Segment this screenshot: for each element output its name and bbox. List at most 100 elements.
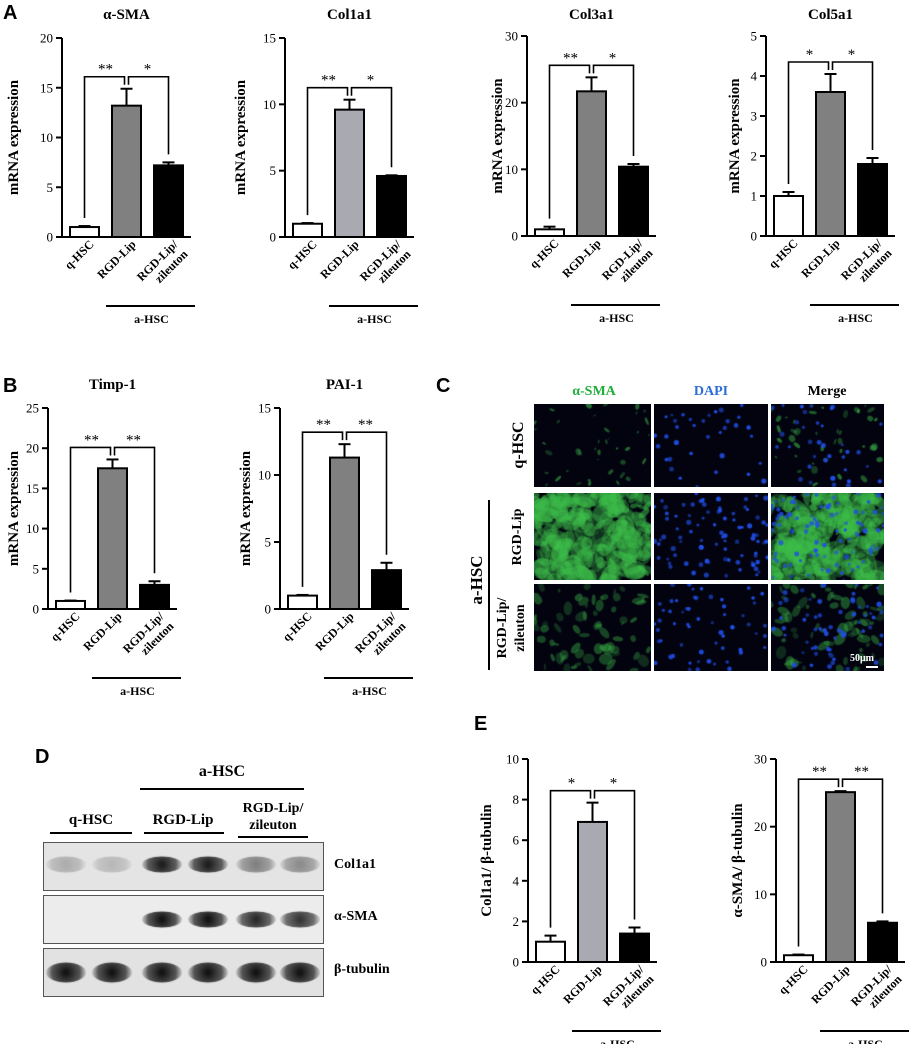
lane-label-zileuton: RGD-Lip/ zileuton: [242, 801, 304, 833]
bar-rgd-lip-zileuton: [139, 583, 170, 611]
y-tick-label: 0: [513, 955, 520, 970]
bar-rgd-lip: [329, 456, 360, 610]
chart-timp-1: 0 5 10 15 20 25 Timp-1 mRNA expression ** ** q-HSC…: [6, 377, 181, 698]
lane-label-qhsc: q-HSC: [68, 812, 114, 828]
y-tick-label: 1: [751, 189, 758, 204]
significance-label: *: [609, 50, 617, 66]
significance-label: **: [126, 432, 141, 448]
significance-bracket: [548, 64, 591, 219]
bar-q-hsc: [773, 195, 804, 237]
image-zileuton-asma: [534, 584, 651, 671]
y-tick-label: 15: [40, 80, 53, 95]
bar-rgd-lip: [97, 467, 128, 610]
image-qhsc-asma: [534, 404, 651, 487]
bar-q-hsc: [534, 228, 565, 237]
y-tick-label: 0: [512, 229, 519, 244]
significance-bracket: [787, 61, 830, 184]
y-axis-label: mRNA expression: [233, 79, 249, 195]
row-label-qhsc: q-HSC: [510, 421, 527, 469]
bar-rgd-lip-zileuton: [376, 174, 407, 238]
y-axis-label: Col1a1/ β-tubulin: [479, 804, 495, 917]
category-label: RGD-Lip: [808, 962, 853, 1007]
significance-label: **: [84, 432, 99, 448]
group-label: a-HSC: [838, 311, 873, 325]
category-label: RGD-Lip: [317, 237, 362, 282]
significance-bracket: [841, 778, 884, 914]
significance-label: *: [367, 73, 375, 89]
y-tick-label: 10: [505, 162, 518, 177]
significance-bracket: [592, 64, 635, 156]
group-label: a-HSC: [599, 311, 634, 325]
y-tick-label: 4: [751, 69, 758, 84]
significance-bracket: [306, 86, 349, 216]
y-axis-label: α-SMA/ β-tubulin: [730, 803, 746, 918]
chart-title: α-SMA: [103, 7, 150, 23]
image-rgdlip-merge: [771, 493, 884, 580]
y-tick-label: 8: [513, 792, 520, 807]
category-label: RGD-Lip/zileuton: [134, 237, 191, 294]
bar-rgd-lip: [576, 90, 607, 238]
bar-rgd-lip: [111, 104, 142, 238]
y-tick-label: 6: [513, 833, 520, 848]
category-label: RGD-Lip: [94, 237, 139, 282]
lane-line-zileuton: [238, 836, 308, 838]
lane-line-rgdlip: [144, 832, 224, 834]
y-tick-label: 10: [263, 97, 276, 112]
significance-label: *: [568, 776, 576, 792]
category-label: RGD-Lip/zileuton: [357, 237, 414, 294]
y-tick-label: 0: [47, 230, 54, 245]
group-label: a-HSC: [120, 684, 155, 698]
chart-col1a1-tubulin: 0 2 4 6 8 10 Col1a1/ β-tubulin * * q-HSCRGD-LipRG…: [479, 752, 661, 1044]
image-zileuton-dapi: [654, 584, 768, 671]
y-tick-label: 0: [761, 955, 768, 970]
y-tick-label: 10: [506, 752, 519, 767]
y-tick-label: 20: [40, 31, 53, 46]
y-axis-label: mRNA expression: [727, 78, 743, 194]
significance-bracket: [350, 86, 393, 168]
significance-bracket: [797, 778, 840, 947]
bar-rgd-lip-zileuton: [153, 164, 184, 238]
group-label: a-HSC: [352, 684, 387, 698]
y-tick-label: 30: [505, 29, 518, 44]
image-qhsc-dapi: [654, 404, 768, 487]
group-label: a-HSC: [134, 312, 169, 326]
panel-label-a: A: [3, 2, 17, 24]
y-axis-label: mRNA expression: [490, 78, 506, 194]
bar-rgd-lip-zileuton: [857, 163, 888, 237]
col-header-merge: Merge: [807, 384, 847, 399]
category-label: q-HSC: [285, 237, 320, 272]
chart-title: Col1a1: [327, 7, 372, 23]
y-axis-label: mRNA expression: [6, 450, 22, 566]
blot-group-line: [140, 788, 304, 790]
chart-title: Col3a1: [569, 7, 614, 23]
panel-label-b: B: [3, 375, 17, 397]
y-tick-label: 0: [751, 229, 758, 244]
y-tick-label: 10: [754, 887, 767, 902]
chart-title: Col5a1: [808, 7, 853, 23]
category-label: RGD-Lip/zileuton: [838, 236, 895, 293]
significance-bracket: [831, 61, 874, 150]
y-tick-label: 15: [258, 401, 271, 416]
significance-label: *: [848, 47, 856, 63]
significance-bracket: [83, 75, 126, 219]
category-label: RGD-Lip: [560, 962, 605, 1007]
category-label: RGD-Lip: [559, 236, 604, 281]
blot-strip-col1a1: [43, 842, 324, 891]
y-tick-label: 10: [40, 130, 53, 145]
y-tick-label: 4: [513, 873, 520, 888]
y-tick-label: 3: [751, 109, 758, 124]
y-tick-label: 5: [47, 180, 54, 195]
chart-title: PAI-1: [326, 377, 363, 393]
y-tick-label: 15: [26, 481, 39, 496]
bar-rgd-lip-zileuton: [867, 921, 898, 964]
category-label: RGD-Lip/zileuton: [352, 609, 409, 666]
agroup-bracket-line: [488, 500, 490, 670]
category-label: RGD-Lip/zileuton: [120, 609, 177, 666]
category-label: q-HSC: [280, 609, 315, 644]
lane-line-qhsc: [50, 832, 132, 834]
scale-bar: [866, 666, 878, 668]
blot-label-col1a1: Col1a1: [334, 857, 376, 872]
